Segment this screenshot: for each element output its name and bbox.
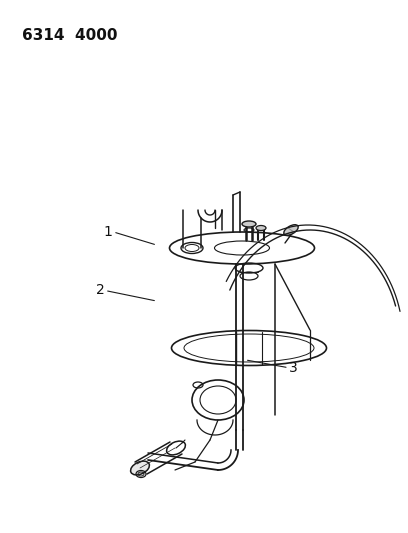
Text: 6314  4000: 6314 4000: [22, 28, 118, 43]
Text: 2: 2: [95, 284, 104, 297]
Ellipse shape: [131, 461, 149, 475]
Text: 1: 1: [104, 225, 113, 239]
Ellipse shape: [256, 225, 266, 230]
Text: 3: 3: [289, 361, 298, 375]
Ellipse shape: [242, 221, 256, 227]
Ellipse shape: [284, 225, 298, 235]
